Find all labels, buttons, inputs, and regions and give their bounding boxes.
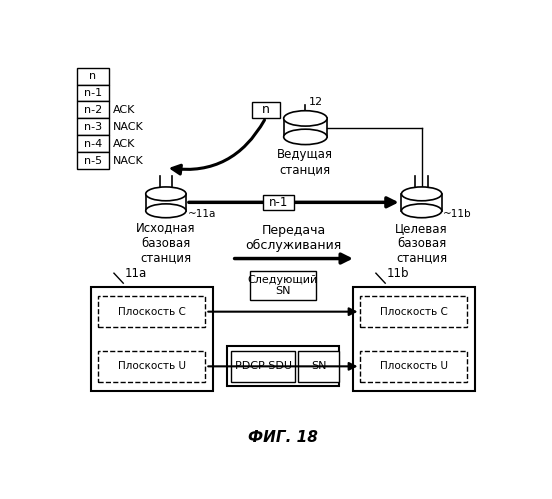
Text: ~11b: ~11b	[443, 209, 472, 219]
Bar	[231, 351, 295, 382]
Bar	[77, 84, 109, 101]
Bar	[77, 135, 109, 152]
Text: Плоскость U: Плоскость U	[118, 361, 186, 371]
Ellipse shape	[401, 204, 442, 218]
Bar	[360, 351, 468, 382]
Bar	[401, 194, 442, 211]
Text: Целевая
базовая
станция: Целевая базовая станция	[395, 222, 448, 264]
Ellipse shape	[284, 111, 327, 126]
Bar	[77, 118, 109, 135]
Text: n-5: n-5	[84, 156, 102, 166]
Text: n-1: n-1	[84, 88, 102, 98]
Bar	[252, 102, 280, 118]
Bar	[298, 351, 339, 382]
Bar	[77, 152, 109, 169]
Text: ACK: ACK	[113, 139, 136, 149]
Text: 12: 12	[309, 97, 323, 107]
Bar	[250, 271, 316, 300]
Bar	[284, 118, 327, 137]
Bar	[263, 195, 294, 210]
Bar	[353, 287, 475, 391]
Text: Исходная
базовая
станция: Исходная базовая станция	[136, 222, 195, 264]
Text: Передача
обслуживания: Передача обслуживания	[246, 224, 342, 252]
Ellipse shape	[146, 204, 186, 218]
Bar	[77, 101, 109, 118]
Text: Плоскость С: Плоскость С	[118, 307, 186, 317]
Bar	[360, 296, 468, 327]
Text: NACK: NACK	[113, 122, 144, 132]
Text: n: n	[262, 103, 270, 116]
Text: SN: SN	[311, 361, 326, 371]
Text: Ведущая
станция: Ведущая станция	[277, 148, 333, 177]
Text: ФИГ. 18: ФИГ. 18	[248, 430, 318, 445]
Ellipse shape	[284, 129, 327, 145]
Bar	[77, 67, 109, 84]
Text: 11b: 11b	[387, 266, 409, 279]
Text: NACK: NACK	[113, 156, 144, 166]
Text: n: n	[89, 71, 97, 81]
Text: n-2: n-2	[84, 105, 102, 115]
Text: n-1: n-1	[269, 196, 288, 209]
Text: ACK: ACK	[113, 105, 136, 115]
Text: ~11a: ~11a	[188, 209, 216, 219]
Ellipse shape	[146, 187, 186, 201]
Text: n-3: n-3	[84, 122, 102, 132]
Bar	[146, 194, 186, 211]
Bar	[98, 296, 205, 327]
Bar	[227, 346, 339, 386]
Bar	[91, 287, 213, 391]
Text: Плоскость С: Плоскость С	[380, 307, 448, 317]
Text: 11a: 11a	[125, 266, 147, 279]
Text: n-4: n-4	[84, 139, 102, 149]
Text: Плоскость U: Плоскость U	[380, 361, 448, 371]
Text: Следующий
SN: Следующий SN	[248, 274, 318, 296]
Ellipse shape	[401, 187, 442, 201]
Bar	[98, 351, 205, 382]
Text: PDCP SDU: PDCP SDU	[235, 361, 291, 371]
